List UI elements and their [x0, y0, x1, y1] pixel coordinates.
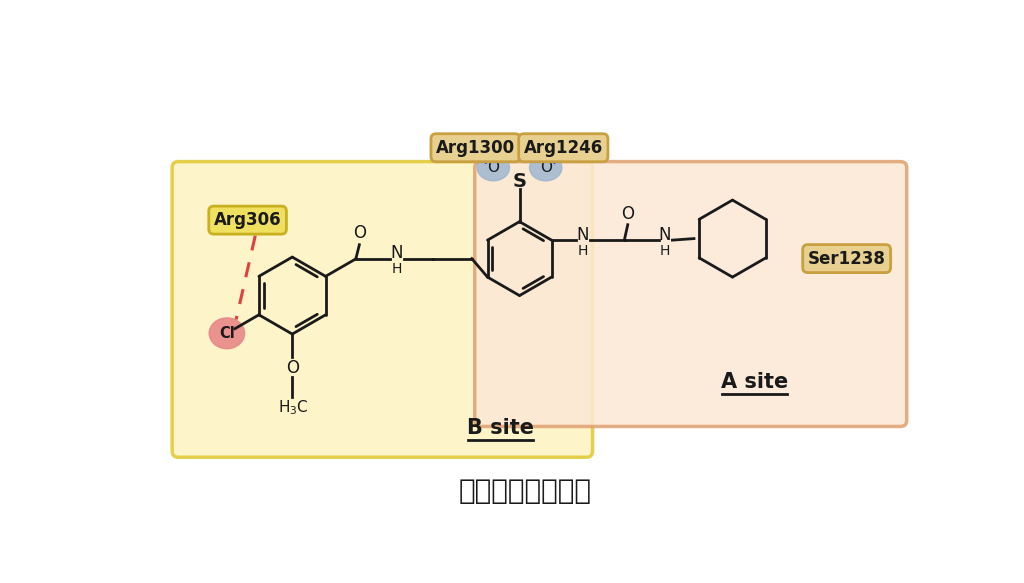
Text: O: O — [622, 205, 634, 223]
Text: O: O — [540, 160, 552, 175]
Text: Arg1300: Arg1300 — [436, 139, 515, 157]
Text: H: H — [578, 244, 588, 258]
Ellipse shape — [529, 154, 562, 181]
Text: N: N — [390, 244, 402, 262]
FancyBboxPatch shape — [475, 161, 906, 427]
Ellipse shape — [209, 318, 245, 349]
Text: Cl: Cl — [219, 326, 234, 341]
Text: H: H — [659, 244, 670, 258]
Text: A site: A site — [721, 372, 787, 392]
Text: O: O — [286, 359, 299, 377]
Text: B site: B site — [467, 418, 534, 438]
Text: Arg1246: Arg1246 — [523, 139, 603, 157]
Text: O: O — [353, 224, 366, 242]
Text: S: S — [513, 172, 526, 191]
Text: Arg306: Arg306 — [214, 211, 282, 229]
Text: グリベンクラミド: グリベンクラミド — [459, 477, 591, 505]
Text: N: N — [658, 226, 671, 244]
Text: H: H — [391, 262, 401, 276]
FancyBboxPatch shape — [172, 161, 593, 457]
Ellipse shape — [477, 154, 510, 181]
Text: N: N — [577, 226, 589, 244]
Text: H$_3$C: H$_3$C — [278, 399, 308, 417]
Text: Ser1238: Ser1238 — [808, 250, 886, 268]
Text: O: O — [487, 160, 500, 175]
